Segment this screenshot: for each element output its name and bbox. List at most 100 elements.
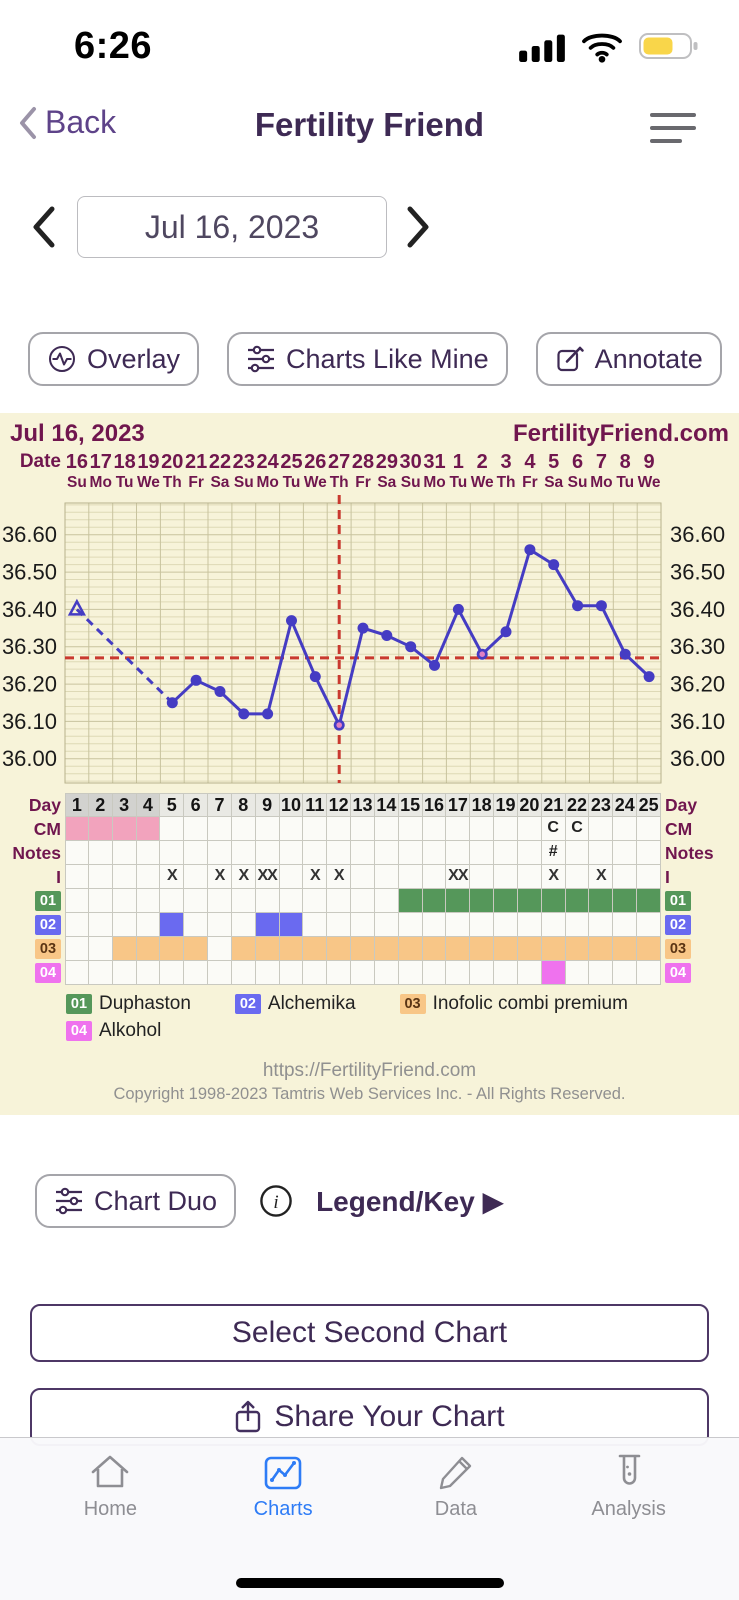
weekday: We	[136, 474, 160, 491]
next-date-button[interactable]	[404, 205, 432, 254]
med-01-cell	[589, 889, 614, 913]
date-picker-button[interactable]: Jul 16, 2023	[77, 196, 387, 258]
cm-label: CM	[33, 818, 61, 839]
legend-key-link[interactable]: Legend/Key ▶	[316, 1185, 505, 1217]
cm-cell	[88, 817, 113, 841]
intercourse-cell	[184, 865, 209, 889]
intercourse-cell	[65, 865, 89, 889]
legend-item-02: 02 Alchemika	[234, 993, 356, 1015]
legend-line: 04 Alkohol	[66, 1020, 739, 1042]
cm-label-left: CM	[0, 817, 65, 841]
med-02-cell	[112, 913, 137, 937]
med-02-cell	[65, 913, 89, 937]
date-number: 1	[452, 451, 464, 473]
intercourse-cell: X	[303, 865, 328, 889]
med-01-cell	[88, 889, 113, 913]
med-04-cell	[279, 961, 304, 985]
legend-line: 01 Duphaston 02 Alchemika 03 Inofolic combi p…	[66, 993, 739, 1015]
day-cell: 4	[136, 793, 161, 817]
svg-text:36.00: 36.00	[670, 746, 725, 771]
day-row: Day 1 2 3 4 5 6 7 8 9 10 11 12 13 14 15 16 17 18 19 20 21 22 23…	[0, 793, 739, 817]
day-cell: 14	[374, 793, 399, 817]
date-number: 8	[619, 451, 631, 473]
med-01-cell	[374, 889, 399, 913]
chart-duo-button[interactable]: Chart Duo	[35, 1174, 237, 1228]
below-chart-row: Chart Duo i Legend/Key ▶	[35, 1174, 504, 1228]
med-02-cell	[541, 913, 566, 937]
weekday: We	[470, 474, 494, 491]
annotate-label: Annotate	[594, 343, 703, 374]
prev-date-button[interactable]	[30, 205, 58, 254]
legend-label: Alkohol	[99, 1020, 162, 1041]
med-02-cell	[208, 913, 232, 937]
tab-analysis[interactable]: Analysis	[564, 1450, 694, 1521]
intercourse-cell: X	[160, 865, 185, 889]
intercourse-cell	[470, 865, 495, 889]
med-04-cell	[446, 961, 471, 985]
intercourse-label: I	[665, 866, 670, 887]
chart-footer: https://FertilityFriend.com Copyright 19…	[0, 1060, 739, 1104]
notes-cell	[589, 841, 614, 865]
med-02-cell	[637, 913, 661, 937]
weekday: Su	[233, 474, 254, 491]
tab-home[interactable]: Home	[45, 1450, 175, 1521]
info-circle-icon[interactable]: i	[258, 1183, 294, 1219]
weekday: Mo	[89, 474, 112, 491]
weekday: Th	[329, 474, 349, 491]
day-cell: 10	[279, 793, 304, 817]
med-04-row: 04 04	[0, 961, 739, 985]
date-number: 2	[476, 451, 488, 473]
med-03-cell	[136, 937, 161, 961]
intercourse-cell: X	[327, 865, 352, 889]
svg-text:36.20: 36.20	[2, 672, 57, 697]
med-03-cell	[517, 937, 542, 961]
day-cell: 8	[231, 793, 256, 817]
med-04-cell	[494, 961, 518, 985]
svg-text:36.60: 36.60	[670, 522, 725, 547]
intercourse-cell	[517, 865, 542, 889]
overlay-button[interactable]: Overlay	[28, 332, 200, 386]
med-03-cell	[565, 937, 590, 961]
med-01-cell	[613, 889, 638, 913]
notes-cell	[446, 841, 471, 865]
list-menu-icon[interactable]	[649, 110, 697, 151]
med-03-cell	[422, 937, 447, 961]
legend-item-01: 01 Duphaston	[66, 993, 191, 1015]
med-04-cell	[112, 961, 137, 985]
tab-data[interactable]: Data	[391, 1450, 521, 1521]
med-01-cell	[422, 889, 447, 913]
med-02-cell	[327, 913, 352, 937]
intercourse-cell	[422, 865, 447, 889]
charts-like-mine-button[interactable]: Charts Like Mine	[227, 332, 508, 386]
home-indicator[interactable]	[236, 1578, 504, 1588]
back-chevron-icon	[20, 106, 36, 139]
med-03-cell	[65, 937, 89, 961]
med-04-cell	[65, 961, 89, 985]
med-03-label-left: 03	[0, 937, 65, 961]
date-number: 18	[113, 451, 136, 473]
date-number: 6	[571, 451, 584, 473]
back-label: Back	[45, 104, 117, 140]
select-second-chart-button[interactable]: Select Second Chart	[30, 1304, 709, 1362]
weekday: Tu	[449, 474, 468, 491]
back-button[interactable]: Back	[18, 104, 116, 141]
notes-label: Notes	[665, 842, 714, 863]
med-02-row: 02 02	[0, 913, 739, 937]
weekday: Sa	[210, 474, 230, 491]
svg-text:36.20: 36.20	[670, 672, 725, 697]
med-02-cell	[398, 913, 423, 937]
med-01-cell	[517, 889, 542, 913]
cm-cell	[208, 817, 232, 841]
notes-cell	[136, 841, 161, 865]
legend-chip: 01	[66, 994, 92, 1014]
med-01-cell	[160, 889, 185, 913]
annotate-button[interactable]: Annotate	[535, 332, 722, 386]
med-03-cell	[494, 937, 518, 961]
notes-label: Notes	[12, 842, 61, 863]
tab-charts[interactable]: Charts	[218, 1450, 348, 1521]
intercourse-cell: X	[541, 865, 566, 889]
med-01-cell	[255, 889, 280, 913]
legend-chip: 02	[234, 994, 261, 1014]
day-cell: 25	[637, 793, 661, 817]
med-01-label-right: 01	[661, 889, 739, 913]
